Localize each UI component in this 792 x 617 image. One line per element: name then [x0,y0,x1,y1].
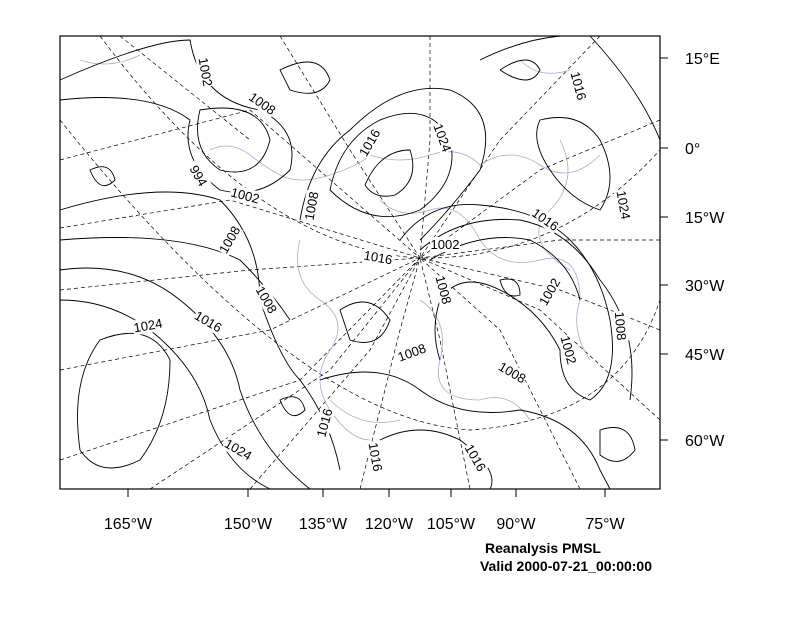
contour-label-bg [215,223,244,257]
lon-label: 135°W [299,516,348,533]
contour-label-bg [567,69,590,103]
lon-label: 120°W [365,516,414,533]
contour-label-bg [495,358,529,387]
contour-label-bg [245,88,279,119]
caption-title: Reanalysis PMSL [485,540,601,556]
contour-label-bg [395,340,429,365]
caption-valid: Valid 2000-07-21_00:00:00 [480,558,652,574]
contour-label: 1002 [195,55,216,88]
contour-label: 1024 [613,188,634,221]
contour-label-bg [430,121,455,155]
contour-label-bg [195,55,216,88]
contour-label-text: 1008 [432,274,454,306]
contour-label: 1008 [301,189,322,222]
contour-label-bg [535,275,564,309]
contour-label-bg [430,237,460,252]
contour-label: 1016 [365,440,386,473]
contour-label-bg [355,126,384,160]
map-frame [59,35,661,490]
lat-label: 45°W [685,347,725,364]
contour-label-text: 1002 [557,334,579,366]
contour-label-bg [557,333,580,367]
contour-label-text: 1016 [366,441,386,472]
contour-label-bg [131,315,164,336]
contour-label-bg [461,441,490,475]
contour-label-text: 1016 [567,70,589,102]
contour-label: 1016 [362,247,395,268]
contour-label: 1016 [567,69,590,103]
lon-label: 105°W [427,516,476,533]
contour-label-bg [365,440,386,473]
contour-label-bg [228,184,262,207]
lat-label: 0° [685,141,700,158]
contour-label-text: 1002 [196,56,216,87]
contour-label: 1002 [557,333,580,367]
contour-label-text: 1024 [614,189,634,220]
lon-label: 75°W [585,516,625,533]
contour-label-text: 1024 [132,316,163,336]
lat-label: 60°W [685,433,725,450]
contour-label-bg [221,435,255,464]
contour-label-text: 1016 [363,248,394,268]
contour-label-bg [301,189,322,222]
lon-label: 90°W [496,516,536,533]
contour-label-text: 1008 [612,311,629,341]
contour-label-bg [528,204,562,235]
contour-label-bg [191,307,225,336]
lon-label: 150°W [224,516,273,533]
lat-label: 15°W [685,210,725,227]
contour-label-text: 1008 [302,190,322,221]
lat-label: 15°E [685,51,720,68]
contour-label-bg [362,247,395,268]
contour-label-bg [613,188,634,221]
contour-label-bg [611,310,630,342]
contour-label: 1008 [611,310,630,342]
contour-label: 1024 [131,315,164,336]
contour-label-text: 1002 [431,237,460,252]
contour-label-bg [252,283,281,317]
contour-label-bg [184,159,213,193]
contour-label: 1002 [430,237,460,252]
contour-label-text: 1002 [229,185,261,207]
lat-label: 30°W [685,278,725,295]
lon-label: 165°W [104,516,153,533]
contour-label: 1002 [228,184,262,207]
contour-label-text: 1016 [314,407,336,439]
